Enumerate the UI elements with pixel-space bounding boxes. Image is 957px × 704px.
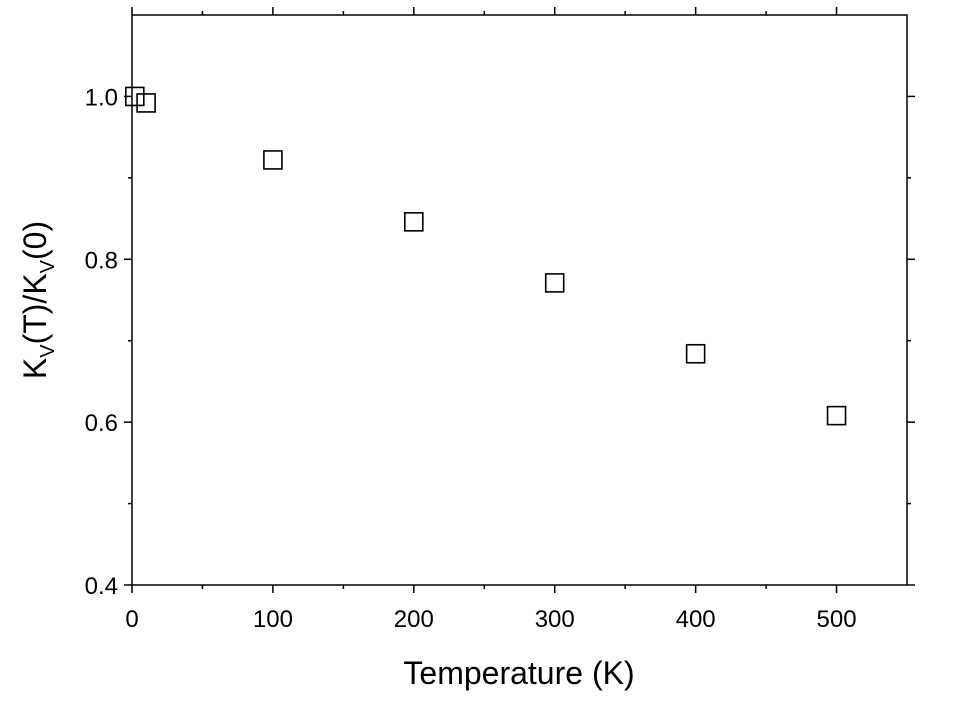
x-tick-label: 100	[253, 606, 293, 633]
x-axis-title: Temperature (K)	[403, 655, 634, 691]
y-tick-label: 0.6	[85, 410, 118, 437]
tick-labels: 0 100 200 300 400 500 0.4 0.6 0.8 1.0	[85, 84, 857, 633]
data-point-square	[544, 273, 565, 293]
y-axis-title: KV(T)/KV(0)	[17, 221, 59, 379]
data-point-square	[125, 86, 145, 107]
y-axis-title-part-3: (0)	[17, 221, 53, 260]
y-tick-label: 1.0	[85, 84, 118, 111]
plot-frame	[131, 14, 908, 586]
data-point-square	[404, 212, 424, 232]
y-tick-label: 0.4	[85, 573, 118, 600]
y-axis-title-part-1: K	[17, 358, 53, 379]
x-tick-label: 200	[394, 606, 434, 633]
axis-ticks	[124, 7, 915, 593]
data-points	[125, 86, 847, 426]
x-tick-label: 400	[676, 606, 716, 633]
data-point-square	[136, 93, 156, 113]
x-tick-label: 0	[125, 606, 138, 633]
data-point-square	[685, 343, 706, 364]
y-axis-title-sub-1: V	[37, 344, 59, 358]
y-axis-title-part-2: (T)/K	[17, 273, 53, 344]
data-point-square	[826, 405, 847, 426]
y-tick-label: 0.8	[85, 247, 118, 274]
x-tick-label: 300	[535, 606, 575, 633]
x-tick-label: 500	[817, 606, 857, 633]
data-point-square	[263, 150, 283, 170]
y-axis-title-sub-2: V	[37, 259, 59, 273]
